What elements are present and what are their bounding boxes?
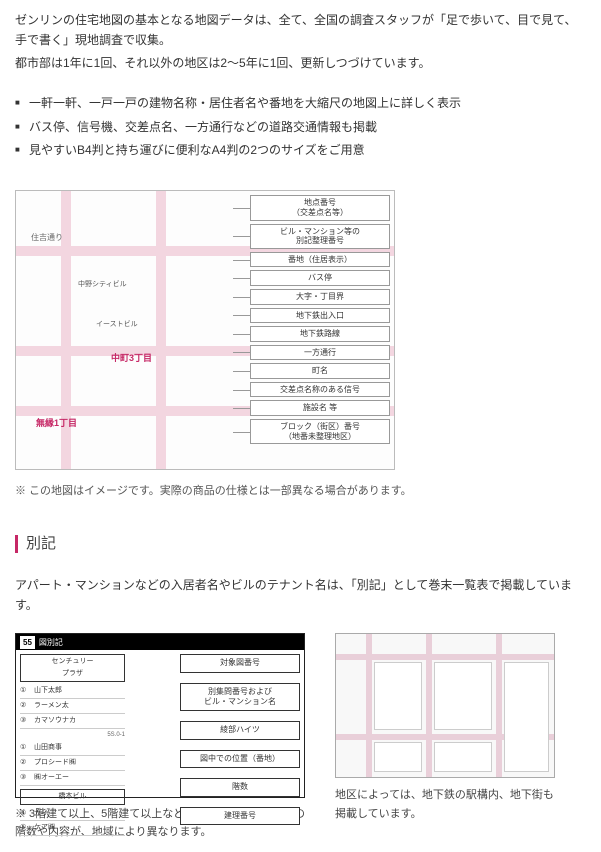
intro-line-1: ゼンリンの住宅地図の基本となる地図データは、全て、全国の調査スタッフが「足で歩い… [15, 10, 586, 51]
bekki-header-num: 55 [20, 636, 35, 650]
map-legend-item: 地下鉄出入口 [250, 308, 390, 324]
station-map-caption: 地区によっては、地下鉄の駅構内、地下街も掲載しています。 [335, 786, 555, 823]
street-label: 住吉通り [31, 231, 63, 245]
map-legend-item: 地下鉄路線 [250, 326, 390, 342]
feature-item: バス停、信号機、交差点名、一方通行などの道路交通情報も掲載 [15, 117, 586, 137]
bekki-description: アパート・マンションなどの入居者名やビルのテナント名は、「別記」として巻末一覧表… [15, 575, 586, 616]
bekki-legend-item: 図中での位置（番地） [180, 750, 300, 768]
intro-line-2: 都市部は1年に1回、それ以外の地区は2～5年に1回、更新しつづけています。 [15, 53, 586, 73]
bekki-floor: 5S.0-1 [20, 729, 125, 741]
main-map-image: 住吉通り 中野シティビル イーストビル 中町3丁目 無縁1丁目 地点番号（交差点… [15, 190, 395, 470]
station-map-image [335, 633, 555, 778]
building-label: 中野シティビル [78, 279, 127, 291]
bekki-legend-item: 綾部ハイツ [180, 721, 300, 739]
bekki-legend-column: 対象図番号 別集問番号およびビル・マンション名 綾部ハイツ 図中での位置（番地）… [180, 654, 300, 825]
map-legend-column: 地点番号（交差点名等） ビル・マンション等の別記整理番号 番地（住居表示） バス… [250, 195, 390, 465]
section-title-bar [15, 535, 18, 553]
section-title-wrap: 別記 [15, 531, 586, 557]
bekki-header-text: 図別記 [39, 636, 63, 650]
intro-block: ゼンリンの住宅地図の基本となる地図データは、全て、全国の調査スタッフが「足で歩い… [15, 10, 586, 73]
bekki-row: 55 図別記 センチュリープラザ ①山下太郎 ②ラーメン太 ③カマソウナカ 5S… [15, 633, 586, 841]
map-legend-item: 施設名 等 [250, 400, 390, 416]
section-title: 別記 [26, 531, 56, 557]
map-legend-item: 地点番号（交差点名等） [250, 195, 390, 220]
map-legend-item: ブロック（街区）番号（地番未整理地区） [250, 419, 390, 444]
bekki-listing: センチュリープラザ ①山下太郎 ②ラーメン太 ③カマソウナカ 5S.0-1 ①山… [20, 654, 125, 836]
bekki-left-column: 55 図別記 センチュリープラザ ①山下太郎 ②ラーメン太 ③カマソウナカ 5S… [15, 633, 305, 841]
feature-list: 一軒一軒、一戸一戸の建物名称・居住者名や番地を大縮尺の地図上に詳しく表示 バス停… [15, 93, 586, 160]
bekki-legend-item: 別集問番号およびビル・マンション名 [180, 683, 300, 712]
map-legend-item: 一方通行 [250, 345, 390, 361]
block-label: 無縁1丁目 [36, 416, 77, 431]
map-legend-item: 大字・丁目界 [250, 289, 390, 305]
bekki-legend-item: 階数 [180, 778, 300, 796]
map-legend-item: 交差点名称のある信号 [250, 382, 390, 398]
bekki-diagram-header: 55 図別記 [16, 634, 304, 650]
map-legend-item: 町名 [250, 363, 390, 379]
bekki-diagram: 55 図別記 センチュリープラザ ①山下太郎 ②ラーメン太 ③カマソウナカ 5S… [15, 633, 305, 798]
feature-item: 一軒一軒、一戸一戸の建物名称・居住者名や番地を大縮尺の地図上に詳しく表示 [15, 93, 586, 113]
bekki-right-column: 地区によっては、地下鉄の駅構内、地下街も掲載しています。 [335, 633, 555, 823]
bekki-block-title: センチュリープラザ [20, 654, 125, 682]
map-legend-item: 番地（住居表示） [250, 252, 390, 268]
building-label: イーストビル [96, 319, 138, 331]
block-label: 中町3丁目 [111, 351, 152, 366]
feature-item: 見やすいB4判と持ち運びに便利なA4判の2つのサイズをご用意 [15, 140, 586, 160]
bekki-legend-item: 対象図番号 [180, 654, 300, 672]
bekki-legend-item: 建理番号 [180, 807, 300, 825]
map-legend-item: ビル・マンション等の別記整理番号 [250, 224, 390, 249]
map-legend-item: バス停 [250, 270, 390, 286]
main-map-caption: ※ この地図はイメージです。実際の商品の仕様とは一部異なる場合があります。 [15, 482, 586, 501]
main-map-figure: 住吉通り 中野シティビル イーストビル 中町3丁目 無縁1丁目 地点番号（交差点… [15, 190, 586, 501]
bekki-block-title: 橋本ビル [20, 789, 125, 805]
